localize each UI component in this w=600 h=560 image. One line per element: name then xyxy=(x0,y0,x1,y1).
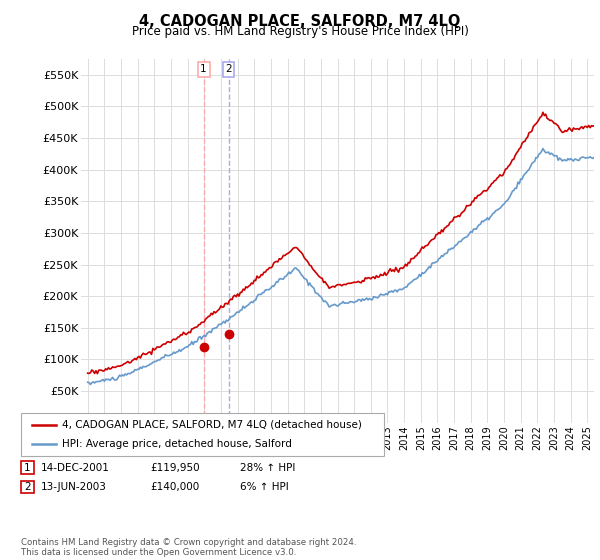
Text: 1: 1 xyxy=(200,64,207,74)
Text: Price paid vs. HM Land Registry's House Price Index (HPI): Price paid vs. HM Land Registry's House … xyxy=(131,25,469,38)
Text: 2: 2 xyxy=(24,482,31,492)
Text: 28% ↑ HPI: 28% ↑ HPI xyxy=(240,463,295,473)
Text: HPI: Average price, detached house, Salford: HPI: Average price, detached house, Salf… xyxy=(62,439,292,449)
Text: 13-JUN-2003: 13-JUN-2003 xyxy=(41,482,107,492)
Text: £140,000: £140,000 xyxy=(150,482,199,492)
Text: 2: 2 xyxy=(225,64,232,74)
Text: 4, CADOGAN PLACE, SALFORD, M7 4LQ (detached house): 4, CADOGAN PLACE, SALFORD, M7 4LQ (detac… xyxy=(62,420,362,430)
Text: £119,950: £119,950 xyxy=(150,463,200,473)
Text: 6% ↑ HPI: 6% ↑ HPI xyxy=(240,482,289,492)
Text: 4, CADOGAN PLACE, SALFORD, M7 4LQ: 4, CADOGAN PLACE, SALFORD, M7 4LQ xyxy=(139,14,461,29)
Text: Contains HM Land Registry data © Crown copyright and database right 2024.
This d: Contains HM Land Registry data © Crown c… xyxy=(21,538,356,557)
Text: 1: 1 xyxy=(24,463,31,473)
Text: 14-DEC-2001: 14-DEC-2001 xyxy=(41,463,110,473)
